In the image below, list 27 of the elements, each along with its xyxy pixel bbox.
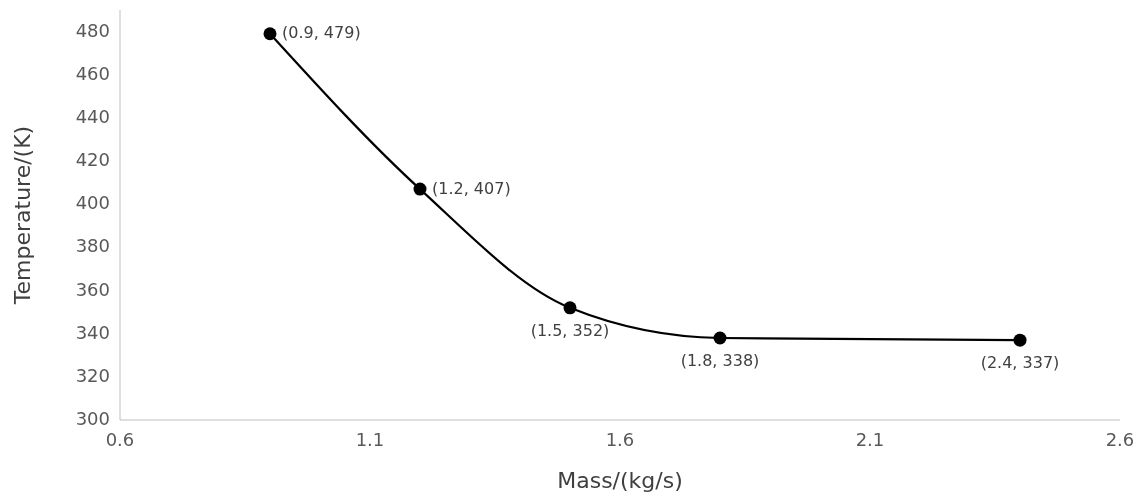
x-tick-label: 2.1 (855, 429, 885, 450)
point (413, 182, 427, 196)
x-tick-label: 0.6 (105, 429, 135, 450)
data-label: (1.2, 407) (432, 178, 511, 198)
data-label: (1.5, 352) (530, 320, 610, 340)
y-tick-label: 300 (75, 408, 110, 429)
point (713, 331, 727, 345)
point (263, 27, 277, 41)
y-tick-label: 420 (75, 149, 110, 171)
x-tick-label: 1.1 (355, 429, 385, 450)
y-tick-label: 340 (75, 321, 110, 343)
y-tick-label: 320 (75, 364, 110, 386)
y-tick-label: 480 (75, 19, 110, 41)
y-tick-label: 360 (75, 278, 110, 300)
data-label: (0.9, 479) (282, 23, 361, 43)
y-tick-label: 400 (75, 192, 110, 214)
y-tick-label: 380 (75, 235, 110, 257)
x-axis-title: Mass/(kg/s) (557, 468, 683, 493)
x-tick-label: 1.6 (605, 429, 635, 450)
y-tick-label: 440 (75, 105, 110, 127)
data-label: (2.4, 337) (980, 353, 1060, 373)
point (1013, 333, 1027, 347)
data-label: (1.8, 338) (680, 351, 760, 370)
x-tick-label: 2.6 (1105, 429, 1135, 450)
y-axis-title: Temperature/(K) (10, 125, 35, 306)
point (563, 301, 577, 315)
y-tick-label: 460 (75, 62, 110, 84)
